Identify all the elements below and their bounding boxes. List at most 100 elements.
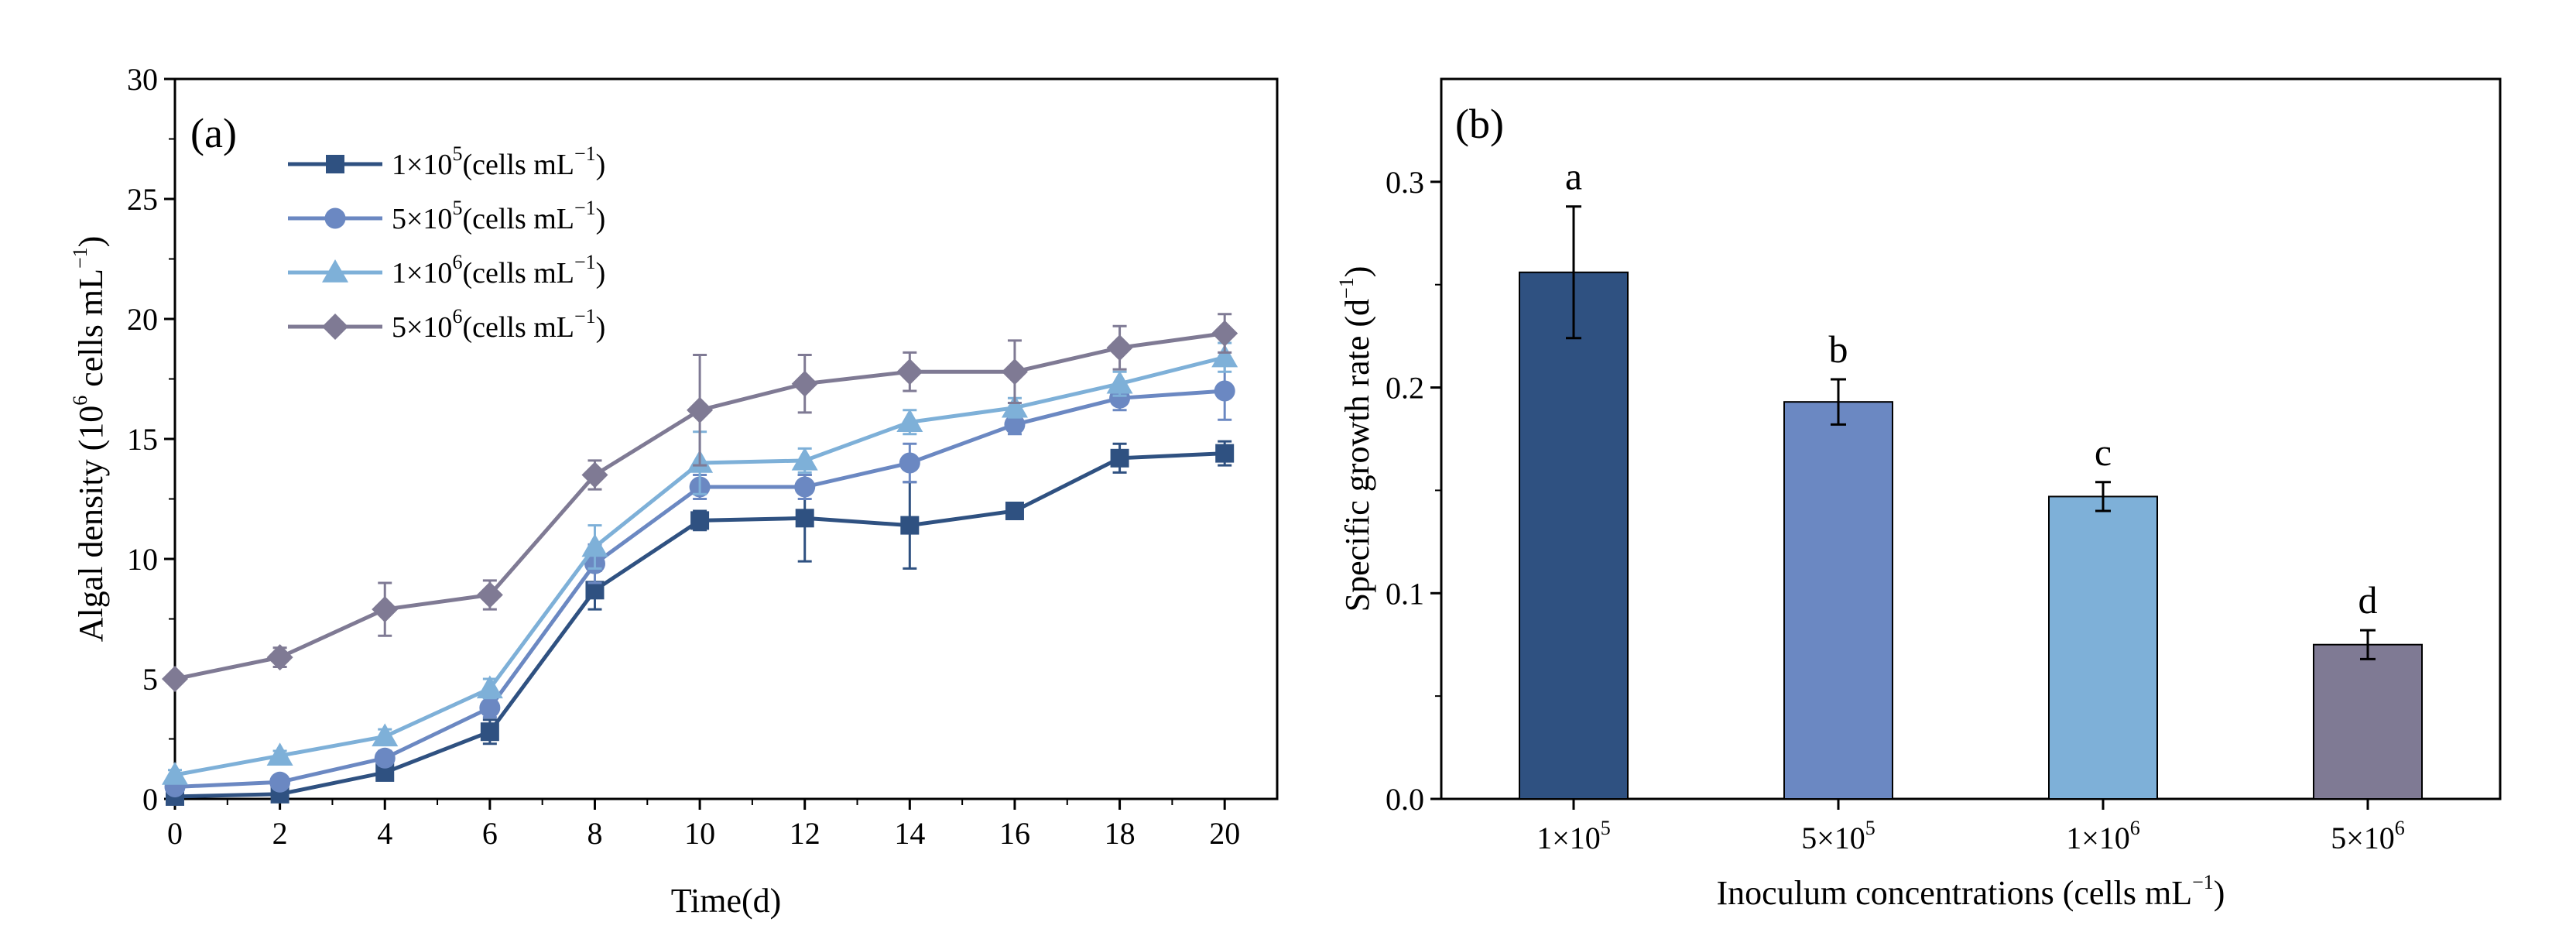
- data-point: [266, 742, 293, 766]
- data-point: [896, 358, 923, 386]
- legend-item-2: 5×105(cells mL−1): [288, 197, 605, 235]
- legend-unit-exp: −1: [574, 251, 596, 273]
- legend-base: 1×10: [392, 257, 452, 290]
- x-tick-exp: 6: [2395, 817, 2405, 839]
- plot-frame-b: [1440, 77, 2502, 800]
- data-point: [687, 396, 714, 423]
- legend-unit-exp: −1: [574, 197, 596, 219]
- legend-base: 5×10: [392, 203, 452, 235]
- legend-base: 1×10: [392, 149, 452, 181]
- legend-marker: [324, 207, 346, 229]
- legend-unit: (cells mL: [462, 311, 574, 344]
- data-point: [266, 644, 293, 671]
- x-tick-label-a: 10: [684, 816, 715, 851]
- bar-2: [1783, 401, 1893, 800]
- significance-letter: d: [2358, 578, 2378, 622]
- panel-label-a: (a): [190, 110, 237, 156]
- data-point: [269, 771, 291, 793]
- x-tick-base: 5×10: [1801, 821, 1865, 855]
- y-axis-label-a: Algal density (106 cells mL−1): [69, 236, 110, 643]
- x-tick-label-a: 12: [790, 816, 820, 851]
- x-tick-label-b: 1×106: [2066, 817, 2140, 855]
- data-point: [791, 370, 818, 397]
- y-tick-label-a: 15: [127, 422, 158, 457]
- legend-close: ): [596, 257, 606, 290]
- data-point: [479, 697, 501, 718]
- data-point: [900, 516, 920, 535]
- x-tick-label-a: 6: [482, 816, 498, 851]
- legend-unit-exp: −1: [574, 305, 596, 327]
- x-tick-exp: 6: [2130, 817, 2140, 839]
- data-point: [1005, 502, 1024, 520]
- legend-close: ): [596, 203, 606, 235]
- y-tick-label-a: 10: [127, 542, 158, 577]
- data-point: [791, 447, 818, 471]
- data-point: [1001, 358, 1028, 386]
- legend-label: 1×106(cells mL−1): [392, 251, 605, 290]
- x-tick-base: 5×10: [2331, 821, 2395, 855]
- x-tick-label-a: 14: [894, 816, 925, 851]
- series-a-4: [162, 313, 1238, 692]
- y-tick-label-a: 0: [142, 782, 158, 817]
- plot-frame-a: [173, 77, 1279, 800]
- bar-4: [2313, 643, 2423, 800]
- legend-item-1: 1×105(cells mL−1): [288, 142, 605, 181]
- data-point: [899, 452, 920, 474]
- legend-unit: (cells mL: [462, 203, 574, 235]
- x-tick-label-b: 5×105: [1801, 817, 1875, 855]
- legend-item-4: 5×106(cells mL−1): [288, 305, 605, 344]
- panel-label-b: (b): [1455, 101, 1504, 147]
- y-tick-label-a: 25: [127, 182, 158, 217]
- data-point: [896, 409, 923, 433]
- legend-item-3: 1×106(cells mL−1): [288, 251, 605, 290]
- data-point: [581, 533, 608, 557]
- y-tick-label-b: 0.1: [1386, 576, 1424, 611]
- legend-base: 5×10: [392, 311, 452, 344]
- data-point: [1004, 413, 1026, 435]
- legend-label: 5×106(cells mL−1): [392, 305, 605, 344]
- significance-letter: c: [2095, 430, 2112, 474]
- y-tick-label-a: 30: [127, 62, 158, 97]
- data-point: [162, 666, 188, 692]
- data-point: [794, 476, 816, 498]
- data-point: [1110, 448, 1129, 468]
- data-point: [1106, 370, 1133, 394]
- x-tick-label-b: 5×106: [2331, 817, 2405, 855]
- legend-marker: [322, 314, 348, 340]
- data-point: [1215, 444, 1235, 463]
- legend-marker: [326, 155, 344, 173]
- x-tick-label-a: 18: [1105, 816, 1136, 851]
- legend-exp: 5: [452, 197, 462, 219]
- data-point: [476, 675, 503, 699]
- legend-close: ): [596, 311, 606, 344]
- data-point: [476, 581, 503, 608]
- data-point: [1211, 320, 1238, 347]
- x-tick-exp: 5: [1601, 817, 1611, 839]
- legend-label: 1×105(cells mL−1): [392, 142, 605, 181]
- y-tick-label-b: 0.0: [1386, 782, 1424, 817]
- data-point: [162, 762, 188, 785]
- panel-a-line-chart: 0 2 4 6 8 10 12 14 16 18 20 0 5 10 15 20 25 30 (a) Time(d…: [69, 62, 1279, 920]
- x-tick-label-a: 8: [587, 816, 602, 851]
- x-axis-label-a: Time(d): [671, 882, 782, 920]
- x-tick-base: 1×10: [2066, 821, 2130, 855]
- data-point: [1106, 334, 1133, 362]
- data-point: [795, 509, 814, 528]
- legend-close: ): [596, 149, 606, 181]
- x-tick-label-a: 2: [272, 816, 288, 851]
- data-point: [581, 461, 608, 488]
- significance-letter: a: [1565, 155, 1582, 198]
- x-tick-label-a: 20: [1209, 816, 1240, 851]
- x-axis-label-b: Inoculum concentrations (cells mL−1): [1717, 871, 2225, 912]
- y-tick-label-b: 0.2: [1386, 371, 1424, 406]
- y-tick-label-a: 5: [142, 662, 158, 697]
- legend-exp: 6: [452, 305, 462, 327]
- y-tick-label-b: 0.3: [1386, 165, 1424, 200]
- x-tick-label-b: 1×105: [1536, 817, 1611, 855]
- x-tick-label-a: 0: [167, 816, 183, 851]
- legend-unit-exp: −1: [574, 142, 596, 165]
- data-point: [690, 511, 710, 530]
- x-tick-label-a: 4: [377, 816, 392, 851]
